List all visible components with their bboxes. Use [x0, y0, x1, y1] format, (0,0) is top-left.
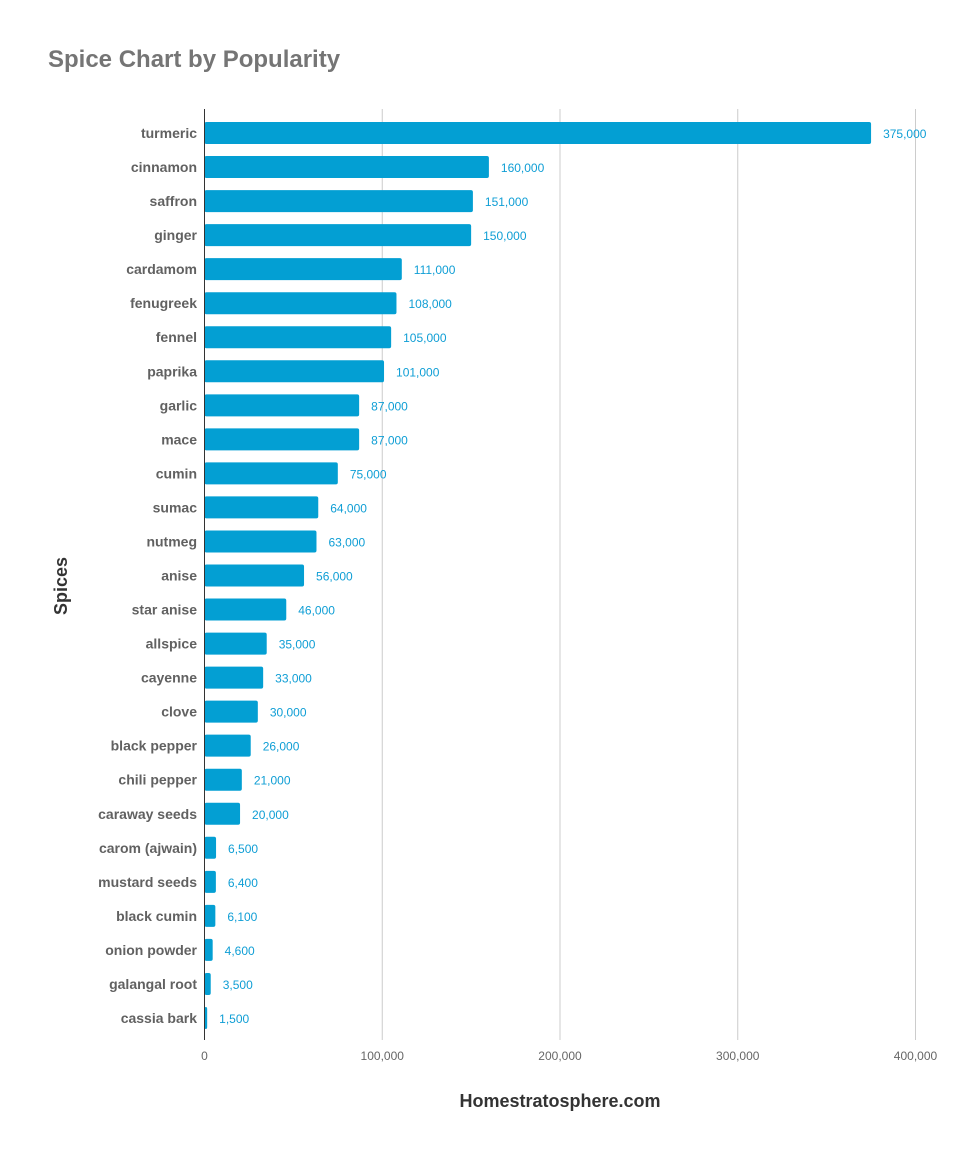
category-label: ginger	[154, 227, 197, 243]
x-tick-label: 200,000	[538, 1049, 582, 1063]
category-label: cayenne	[141, 670, 197, 686]
category-label: clove	[161, 704, 197, 720]
category-label: mace	[161, 431, 197, 447]
category-label: cinnamon	[131, 159, 197, 175]
category-label: black cumin	[116, 908, 197, 924]
bar	[204, 734, 251, 757]
value-label: 3,500	[223, 978, 253, 992]
category-label: saffron	[150, 193, 197, 209]
bar	[204, 904, 216, 927]
bar	[204, 598, 287, 621]
value-label: 101,000	[396, 365, 440, 379]
bar	[204, 700, 258, 723]
category-label: sumac	[153, 499, 198, 515]
category-label: garlic	[160, 397, 198, 413]
x-tick-label: 0	[201, 1049, 208, 1063]
bar	[204, 462, 338, 485]
bar	[204, 292, 397, 315]
bar	[204, 632, 267, 655]
value-label: 111,000	[414, 263, 456, 277]
bar	[204, 258, 402, 281]
bar	[204, 802, 241, 825]
category-label: fenugreek	[130, 295, 197, 311]
value-label: 21,000	[254, 774, 291, 788]
category-label: turmeric	[141, 125, 197, 141]
value-label: 87,000	[371, 433, 408, 447]
category-label: black pepper	[111, 738, 198, 754]
bar	[204, 870, 216, 893]
chart-title: Spice Chart by Popularity	[48, 46, 341, 73]
bar	[204, 564, 305, 587]
category-label: cardamom	[126, 261, 197, 277]
value-label: 108,000	[408, 297, 452, 311]
category-label: cumin	[156, 465, 197, 481]
value-label: 1,500	[219, 1012, 249, 1026]
gridlines	[381, 109, 916, 1040]
category-label: nutmeg	[146, 533, 197, 549]
value-label: 151,000	[485, 195, 529, 209]
bar	[204, 836, 217, 859]
value-label: 4,600	[225, 944, 255, 958]
bar	[204, 360, 385, 383]
value-label: 105,000	[403, 331, 447, 345]
category-label: anise	[161, 568, 197, 584]
bar	[204, 972, 211, 995]
value-label: 64,000	[330, 501, 367, 515]
category-label: onion powder	[105, 942, 197, 958]
category-label: fennel	[156, 329, 197, 345]
value-label: 150,000	[483, 229, 527, 243]
value-label: 6,100	[227, 910, 257, 924]
bar	[204, 394, 360, 417]
bars	[204, 122, 872, 1029]
bar	[204, 224, 472, 247]
category-label: galangal root	[109, 976, 197, 992]
category-label: carom (ajwain)	[99, 840, 197, 856]
category-label: mustard seeds	[98, 874, 197, 890]
x-tick-label: 300,000	[716, 1049, 760, 1063]
bar	[204, 768, 242, 791]
bar	[204, 1006, 208, 1029]
category-labels: turmeric cinnamon saffron ginger cardamom fen…	[98, 125, 197, 1026]
value-label: 26,000	[263, 740, 300, 754]
value-label: 56,000	[316, 570, 353, 584]
value-label: 33,000	[275, 672, 312, 686]
value-label: 30,000	[270, 706, 307, 720]
bar	[204, 428, 360, 451]
x-tick-label: 100,000	[361, 1049, 405, 1063]
value-label: 6,500	[228, 842, 258, 856]
category-label: chili pepper	[118, 772, 197, 788]
value-label: 6,400	[228, 876, 258, 890]
value-label: 46,000	[298, 604, 335, 618]
category-label: cassia bark	[121, 1010, 197, 1026]
value-label: 160,000	[501, 161, 545, 175]
x-tick-labels: 0 100,000 200,000 300,000 400,000	[201, 1049, 937, 1063]
bar	[204, 938, 213, 961]
value-labels: 375,000 160,000 151,000 150,000 111,000 108,0…	[219, 127, 927, 1026]
x-axis-title: Homestratosphere.com	[459, 1091, 660, 1111]
y-axis-title: Spices	[51, 557, 71, 615]
value-label: 375,000	[883, 127, 927, 141]
category-label: caraway seeds	[98, 806, 197, 822]
bar	[204, 496, 319, 519]
bar	[204, 666, 264, 689]
value-label: 75,000	[350, 467, 387, 481]
bar	[204, 156, 489, 179]
value-label: 35,000	[279, 638, 316, 652]
value-label: 87,000	[371, 399, 408, 413]
value-label: 63,000	[328, 535, 365, 549]
value-label: 20,000	[252, 808, 289, 822]
bar	[204, 190, 473, 213]
bar	[204, 530, 317, 553]
category-label: star anise	[132, 602, 198, 618]
category-label: allspice	[146, 636, 198, 652]
x-tick-label: 400,000	[894, 1049, 938, 1063]
bar	[204, 122, 872, 145]
bar	[204, 326, 392, 349]
category-label: paprika	[147, 363, 197, 379]
